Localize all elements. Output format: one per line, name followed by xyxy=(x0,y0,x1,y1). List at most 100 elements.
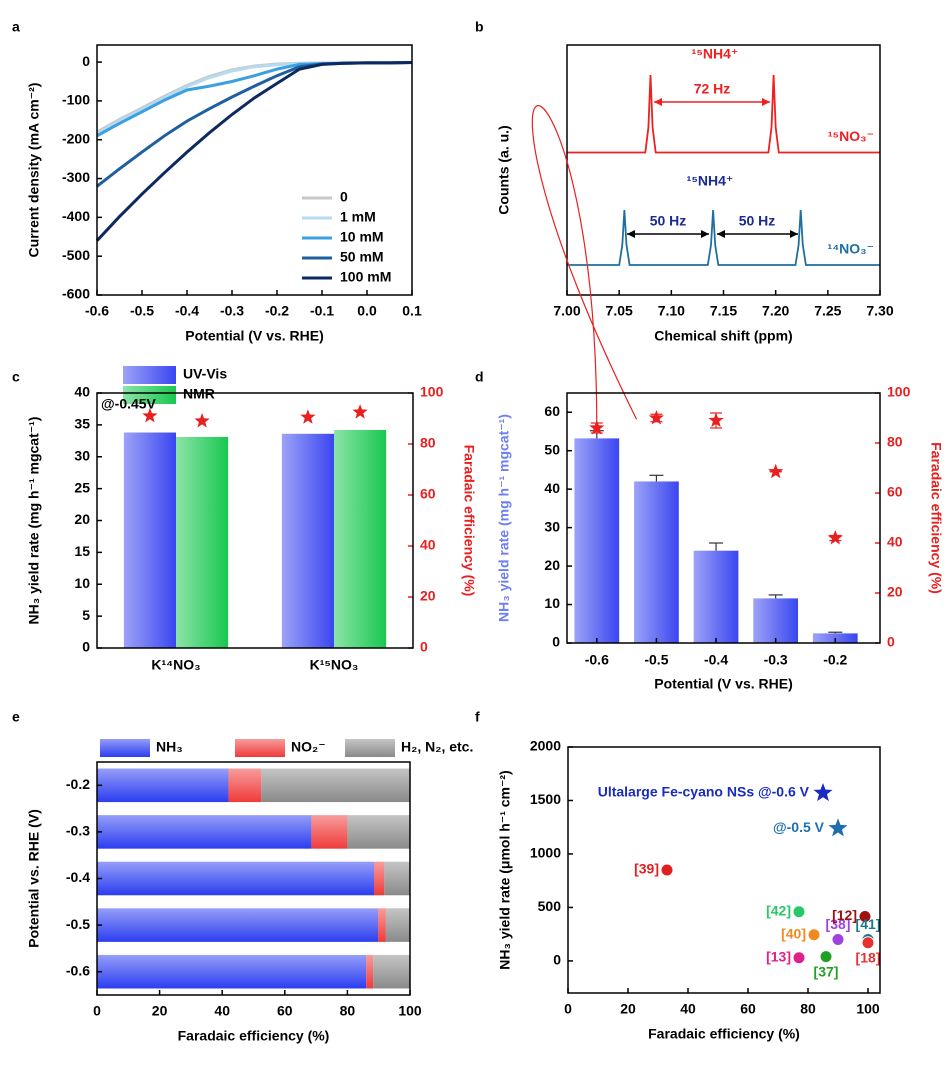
panel-letter: b xyxy=(475,19,484,35)
stacked-bar xyxy=(373,954,410,989)
x-tick-label: 0.0 xyxy=(357,303,377,319)
legend-swatch xyxy=(100,739,150,757)
fe-star xyxy=(352,404,368,419)
stacked-bar xyxy=(378,908,386,942)
x-tick-label: -0.3 xyxy=(764,652,788,668)
y-tick-label: 60 xyxy=(887,484,903,500)
point-label: [40] xyxy=(781,925,806,941)
y-tick-label: 100 xyxy=(420,384,444,400)
fe-star xyxy=(194,413,210,428)
x-axis-label: Faradaic efficiency (%) xyxy=(178,1028,330,1044)
x-tick-label: -0.3 xyxy=(220,303,244,319)
y-tick-label: -600 xyxy=(62,286,90,302)
y-axis-label: Potential vs. RHE (V) xyxy=(26,809,42,947)
x-tick-label: -0.4 xyxy=(704,652,728,668)
annotation: 50 Hz xyxy=(650,213,687,229)
legend-label: H₂, N₂, etc. xyxy=(401,739,473,755)
y-tick-label: 35 xyxy=(74,416,90,432)
x-tick-label: 40 xyxy=(680,1001,696,1017)
stacked-bar xyxy=(384,861,410,896)
y-tick-label: 1000 xyxy=(530,845,561,861)
scatter-point xyxy=(792,951,806,965)
point-label: @-0.5 V xyxy=(773,819,825,835)
x-tick-label: -0.4 xyxy=(175,303,199,319)
stacked-bar xyxy=(261,768,410,803)
y-tick-label: 20 xyxy=(887,584,903,600)
legend-label: NO₂⁻ xyxy=(291,739,326,755)
x-tick-label: 7.00 xyxy=(553,303,580,319)
y-tick-label: -500 xyxy=(62,247,90,263)
x-tick-label: 0 xyxy=(564,1001,572,1017)
y-tick-label: 0 xyxy=(82,53,90,69)
bar xyxy=(123,432,176,648)
y-tick-label: 25 xyxy=(74,479,90,495)
spectrum-line xyxy=(567,209,880,266)
scatter-point xyxy=(861,936,875,950)
y-tick-label: 0 xyxy=(82,639,90,655)
scatter-point xyxy=(858,910,872,924)
fe-star xyxy=(648,410,664,425)
point-label: [13] xyxy=(766,948,791,964)
y-tick-label: 0 xyxy=(887,634,895,650)
stacked-bar xyxy=(366,954,374,989)
plot-frame xyxy=(96,392,414,649)
y-tick-label: 15 xyxy=(74,543,90,559)
legend-label: UV-Vis xyxy=(183,366,227,382)
annotation: 50 Hz xyxy=(739,213,776,229)
y-tick-label: 2000 xyxy=(530,738,561,754)
x-tick-label: 60 xyxy=(740,1001,756,1017)
x-tick-label: 7.20 xyxy=(762,303,789,319)
plot-frame xyxy=(567,746,881,994)
y-axis-label: NH₃ yield rate (mg h⁻¹ mgcat⁻¹) xyxy=(496,414,512,622)
x-tick-label: 80 xyxy=(340,1003,356,1019)
x-axis-label: Faradaic efficiency (%) xyxy=(648,1026,800,1042)
fe-star xyxy=(300,409,316,424)
y-tick-label: 20 xyxy=(74,511,90,527)
legend-swatch xyxy=(123,366,176,384)
legend-label: 1 mM xyxy=(340,209,376,225)
stacked-bar xyxy=(311,815,348,849)
y-tick-label: -0.4 xyxy=(66,869,90,885)
bar xyxy=(281,433,334,648)
y-tick-label: 10 xyxy=(544,595,560,611)
plot-frame xyxy=(566,392,881,644)
x-tick-label: 7.15 xyxy=(710,303,737,319)
panel-letter: c xyxy=(12,369,20,385)
series-label: ¹⁴NO₃⁻ xyxy=(828,241,874,257)
y-tick-label: 100 xyxy=(887,384,911,400)
legend-label: 0 xyxy=(340,189,348,205)
y-tick-label: -100 xyxy=(62,92,90,108)
point-label: [18] xyxy=(856,949,881,965)
annotation: ¹⁵NH4⁺ xyxy=(692,46,739,62)
legend-label: 100 mM xyxy=(340,269,391,285)
scatter-point xyxy=(660,863,674,877)
line-series xyxy=(95,61,413,242)
y-tick-label: 50 xyxy=(544,441,560,457)
x-tick-label: 100 xyxy=(398,1003,422,1019)
y-axis-label: Counts (a. u.) xyxy=(496,125,512,214)
x-tick-label: K¹⁵NO₃ xyxy=(310,657,359,673)
x-tick-label: 0 xyxy=(93,1003,101,1019)
point-label: [12] xyxy=(832,907,857,923)
fe-star xyxy=(142,407,158,423)
y-tick-label: -0.5 xyxy=(66,916,90,932)
x-tick-label: 100 xyxy=(856,1001,880,1017)
spectrum-line xyxy=(567,74,880,154)
x-axis-label: Potential (V vs. RHE) xyxy=(654,676,792,692)
y-tick-label: 0 xyxy=(420,639,428,655)
point-label: [38] xyxy=(826,916,851,932)
stacked-bar xyxy=(97,908,379,942)
y-tick-label: -300 xyxy=(62,169,90,185)
annotation: ¹⁵NH4⁺ xyxy=(687,173,734,189)
y-tick-label: -400 xyxy=(62,208,90,224)
x-tick-label: -0.6 xyxy=(585,652,609,668)
scatter-point xyxy=(807,928,821,942)
y-tick-label: 30 xyxy=(544,518,560,534)
x-tick-label: 7.30 xyxy=(866,303,893,319)
x-axis-label: Potential (V vs. RHE) xyxy=(185,328,323,344)
y-tick-label: 60 xyxy=(544,403,560,419)
series-label: ¹⁵NO₃⁻ xyxy=(828,128,874,144)
x-tick-label: 80 xyxy=(800,1001,816,1017)
scatter-point xyxy=(792,905,806,919)
